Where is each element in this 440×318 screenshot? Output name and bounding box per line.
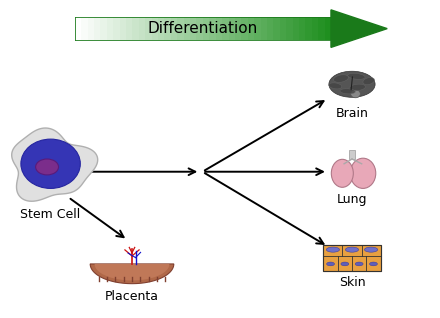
Bar <box>323 245 381 271</box>
Bar <box>165 17 171 40</box>
Bar <box>222 17 229 40</box>
Bar <box>107 17 114 40</box>
Bar <box>171 17 178 40</box>
Bar <box>158 17 165 40</box>
Bar <box>305 17 312 40</box>
Ellipse shape <box>363 78 374 85</box>
Polygon shape <box>331 10 387 47</box>
Ellipse shape <box>334 75 348 82</box>
Bar <box>325 17 331 40</box>
Text: Brain: Brain <box>336 107 368 120</box>
Bar <box>216 17 223 40</box>
Ellipse shape <box>326 247 340 252</box>
Bar <box>286 17 293 40</box>
Bar <box>299 17 306 40</box>
Bar <box>203 17 210 40</box>
Ellipse shape <box>348 73 365 80</box>
Ellipse shape <box>370 262 378 266</box>
Bar <box>267 17 274 40</box>
Ellipse shape <box>329 71 375 97</box>
Bar <box>254 17 261 40</box>
Text: Lung: Lung <box>337 193 367 206</box>
Bar <box>75 17 82 40</box>
Bar <box>312 17 319 40</box>
Bar <box>94 17 101 40</box>
Ellipse shape <box>364 247 378 252</box>
Bar <box>145 17 152 40</box>
Ellipse shape <box>349 84 366 91</box>
Bar <box>248 17 255 40</box>
Text: Placenta: Placenta <box>105 290 159 303</box>
Bar <box>349 150 355 159</box>
Ellipse shape <box>355 262 363 266</box>
Bar <box>228 17 235 40</box>
Bar <box>183 17 191 40</box>
Bar <box>120 17 126 40</box>
Bar <box>100 17 107 40</box>
Bar <box>190 17 197 40</box>
Bar <box>273 17 280 40</box>
Bar <box>177 17 184 40</box>
Bar <box>88 17 95 40</box>
Bar <box>235 17 242 40</box>
Ellipse shape <box>340 89 355 94</box>
Bar <box>260 17 268 40</box>
Ellipse shape <box>36 159 59 175</box>
Bar <box>113 17 120 40</box>
Bar <box>197 17 203 40</box>
Ellipse shape <box>329 83 342 89</box>
Bar <box>241 17 248 40</box>
Ellipse shape <box>345 247 359 252</box>
Text: Skin: Skin <box>339 276 365 289</box>
Bar <box>132 17 139 40</box>
Bar <box>126 17 133 40</box>
Bar <box>280 17 286 40</box>
Ellipse shape <box>21 139 81 188</box>
Ellipse shape <box>350 158 376 188</box>
Bar <box>293 17 299 40</box>
Polygon shape <box>90 264 174 284</box>
Ellipse shape <box>341 262 349 266</box>
Ellipse shape <box>351 90 360 98</box>
Polygon shape <box>95 264 169 280</box>
Bar <box>81 17 88 40</box>
Text: Differentiation: Differentiation <box>148 21 258 36</box>
Polygon shape <box>12 128 98 201</box>
Ellipse shape <box>326 262 334 266</box>
Text: Stem Cell: Stem Cell <box>21 208 81 221</box>
Bar <box>209 17 216 40</box>
Bar <box>152 17 158 40</box>
Ellipse shape <box>331 159 353 187</box>
Bar <box>323 245 381 271</box>
Bar <box>318 17 325 40</box>
Bar <box>139 17 146 40</box>
